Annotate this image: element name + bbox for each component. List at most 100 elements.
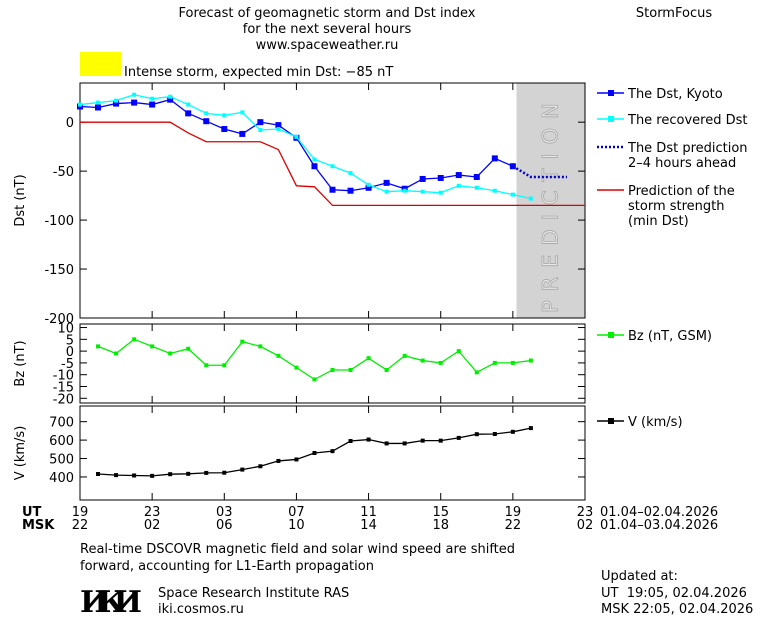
- plot-frame: [79, 82, 586, 319]
- series-marker: [96, 472, 101, 477]
- series-line: [79, 94, 532, 200]
- series-marker: [330, 449, 335, 454]
- series-marker: [420, 438, 425, 443]
- series-marker: [114, 98, 119, 103]
- x-tick-label: 23: [577, 505, 594, 520]
- series-marker: [384, 367, 389, 372]
- series-marker: [258, 128, 263, 132]
- series-marker: [113, 100, 120, 107]
- x-tick-label: 22: [505, 518, 522, 533]
- series-marker: [222, 113, 227, 118]
- series-marker: [329, 186, 336, 193]
- alert-swatch: [80, 52, 121, 76]
- series-marker: [96, 100, 101, 105]
- site: iki.cosmos.ru: [158, 602, 244, 617]
- series-marker: [240, 467, 245, 472]
- series-marker: [239, 130, 246, 137]
- series-marker: [473, 174, 480, 180]
- x-tick-label: 15: [432, 505, 449, 520]
- y-axis-label: Bz (nT): [13, 340, 28, 386]
- prediction-region: [516, 83, 585, 318]
- series-marker: [204, 470, 209, 475]
- series-marker: [240, 339, 245, 344]
- plot-frame: [79, 323, 586, 404]
- y-tick-label: 400: [49, 471, 74, 486]
- series-marker: [348, 367, 353, 372]
- y-tick-label: -20: [53, 392, 74, 407]
- legend-marker: [608, 116, 614, 122]
- x-tick-label: 02: [144, 518, 161, 533]
- series-marker: [258, 464, 263, 469]
- series-marker: [384, 441, 389, 446]
- series-marker: [168, 94, 173, 99]
- series-marker: [275, 122, 282, 129]
- y-tick-label: -50: [53, 165, 74, 180]
- series-marker: [150, 473, 155, 478]
- x-row-label: MSK: [22, 518, 55, 533]
- series-marker: [168, 472, 173, 477]
- series-marker: [438, 438, 443, 443]
- y-tick-label: 700: [49, 416, 74, 431]
- prediction-label: PREDICTION: [539, 94, 563, 313]
- series-line: [97, 338, 531, 381]
- series-marker: [240, 110, 245, 115]
- x-tick-label: 14: [360, 518, 377, 533]
- x-row-label: UT: [22, 505, 42, 520]
- series-marker: [474, 370, 479, 375]
- series-marker: [95, 104, 102, 111]
- series-marker: [132, 92, 137, 97]
- legend-marker: [608, 332, 614, 338]
- legend-label: The Dst, Kyoto: [627, 87, 723, 102]
- series-marker: [294, 134, 299, 139]
- note: Real-time DSCOVR magnetic field and sola…: [80, 542, 515, 557]
- series-marker: [492, 188, 497, 193]
- x-tick-label: 22: [72, 518, 89, 533]
- y-tick-label: -100: [44, 214, 74, 229]
- date-range: 01.04–03.04.2026: [600, 518, 718, 533]
- title: www.spaceweather.ru: [256, 38, 399, 53]
- series-marker: [276, 353, 281, 358]
- x-tick-label: 06: [216, 518, 233, 533]
- legend-label: The Dst prediction: [627, 141, 748, 156]
- legend-label: (min Dst): [628, 214, 689, 229]
- series-marker: [294, 457, 299, 462]
- series-marker: [437, 174, 444, 181]
- x-tick-label: 11: [360, 505, 377, 520]
- series-marker: [528, 196, 533, 201]
- series-marker: [312, 377, 317, 382]
- x-tick-label: 19: [505, 505, 522, 520]
- series-marker: [150, 344, 155, 349]
- series-marker: [492, 360, 497, 365]
- series-marker: [474, 185, 479, 190]
- x-tick-label: 03: [216, 505, 233, 520]
- series-marker: [258, 344, 263, 349]
- series-marker: [257, 119, 264, 126]
- plot-frame: [79, 405, 586, 501]
- series-marker: [311, 163, 318, 170]
- y-tick-label: 500: [49, 453, 74, 468]
- series-marker: [348, 439, 353, 444]
- series-marker: [222, 470, 227, 475]
- series-marker: [456, 435, 461, 440]
- y-tick-label: -15: [53, 380, 74, 395]
- series-marker: [149, 101, 156, 108]
- series-marker: [438, 360, 443, 365]
- series-marker: [402, 188, 407, 193]
- note: forward, accounting for L1-Earth propaga…: [80, 559, 374, 574]
- series-marker: [510, 192, 515, 197]
- series-marker: [366, 356, 371, 361]
- y-tick-label: 10: [57, 322, 74, 337]
- x-tick-label: 19: [72, 505, 89, 520]
- alert-text: Intense storm, expected min Dst: −85 nT: [124, 65, 393, 80]
- x-tick-label: 02: [577, 518, 594, 533]
- series-marker: [330, 367, 335, 372]
- series-marker: [96, 344, 101, 349]
- y-axis-label: Dst (nT): [13, 174, 28, 226]
- series-marker: [528, 358, 533, 363]
- series-marker: [456, 183, 461, 188]
- series-line: [79, 98, 514, 192]
- series-marker: [276, 458, 281, 463]
- x-tick-label: 10: [288, 518, 305, 533]
- series-marker: [131, 99, 138, 106]
- series-marker: [168, 351, 173, 356]
